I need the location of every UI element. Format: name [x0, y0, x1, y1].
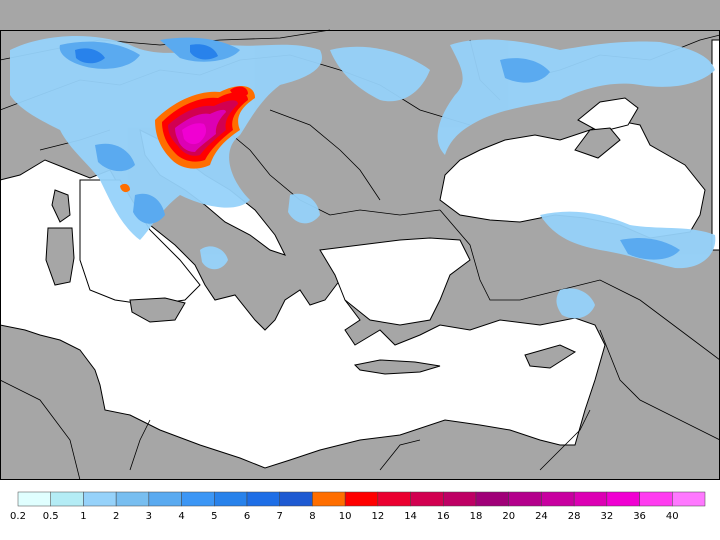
- legend-swatch: [181, 491, 215, 507]
- legend-tick-label: 2: [113, 511, 119, 522]
- legend-swatch: [672, 491, 706, 507]
- legend-swatches: [17, 491, 706, 507]
- precipitation-legend: 0.2 0.5 1 2 3 4 5 6 7 8 10 12 14 16 18 20 24 28 32 36 40: [10, 491, 706, 522]
- legend-swatch: [83, 491, 117, 507]
- crete: [353, 359, 441, 375]
- legend-swatch: [410, 491, 444, 507]
- legend-tick-label: 7: [277, 511, 283, 522]
- legend-swatch: [214, 491, 248, 507]
- legend-labels: 0.2 0.5 1 2 3 4 5 6 7 8 10 12 14 16 18 20 24 28 32 36 40: [10, 511, 679, 522]
- caspian-sea: [711, 39, 720, 251]
- precip-dark-blue: [75, 44, 218, 64]
- legend-tick-label: 0.5: [43, 511, 59, 522]
- legend-swatch: [312, 491, 346, 507]
- legend-swatch: [50, 491, 84, 507]
- precip-mid-blue: [59, 37, 680, 260]
- legend-swatch: [344, 491, 379, 507]
- aegean-sea: [319, 237, 471, 326]
- legend-tick-label: 36: [633, 511, 646, 522]
- legend-tick-label: 6: [244, 511, 250, 522]
- legend-tick-label: 28: [568, 511, 581, 522]
- legend-tick-label: 5: [211, 511, 217, 522]
- legend-swatch: [246, 491, 280, 507]
- legend-swatch: [115, 491, 150, 507]
- sicily: [129, 297, 186, 323]
- legend-tick-label: 10: [339, 511, 352, 522]
- legend-swatch: [606, 491, 640, 507]
- legend-swatch: [639, 491, 673, 507]
- crimea: [574, 127, 621, 159]
- precip-heavy-core: [120, 86, 255, 193]
- legend-tick-label: 16: [437, 511, 450, 522]
- legend-tick-label: 40: [666, 511, 679, 522]
- legend-swatch: [279, 491, 313, 507]
- legend-swatch: [148, 491, 182, 507]
- legend-swatch: [17, 491, 51, 507]
- legend-tick-label: 3: [146, 511, 152, 522]
- legend-tick-label: 8: [309, 511, 315, 522]
- sardinia: [45, 227, 75, 286]
- legend-tick-label: 4: [178, 511, 184, 522]
- legend-tick-label: 14: [404, 511, 417, 522]
- legend-tick-label: 12: [371, 511, 384, 522]
- legend-tick-label: 24: [535, 511, 548, 522]
- legend-swatch: [377, 491, 411, 507]
- legend-swatch: [443, 491, 477, 507]
- legend-swatch: [573, 491, 608, 507]
- legend-tick-label: 18: [470, 511, 483, 522]
- legend-tick-label: 32: [600, 511, 613, 522]
- cyprus: [524, 344, 577, 369]
- legend-tick-label: 0.2: [10, 511, 26, 522]
- precipitation-map: [0, 0, 720, 480]
- legend-swatch: [475, 491, 509, 507]
- legend-swatch: [508, 491, 542, 507]
- legend-tick-label: 20: [502, 511, 515, 522]
- legend-swatch: [541, 491, 575, 507]
- corsica: [51, 189, 71, 223]
- legend-tick-label: 1: [80, 511, 86, 522]
